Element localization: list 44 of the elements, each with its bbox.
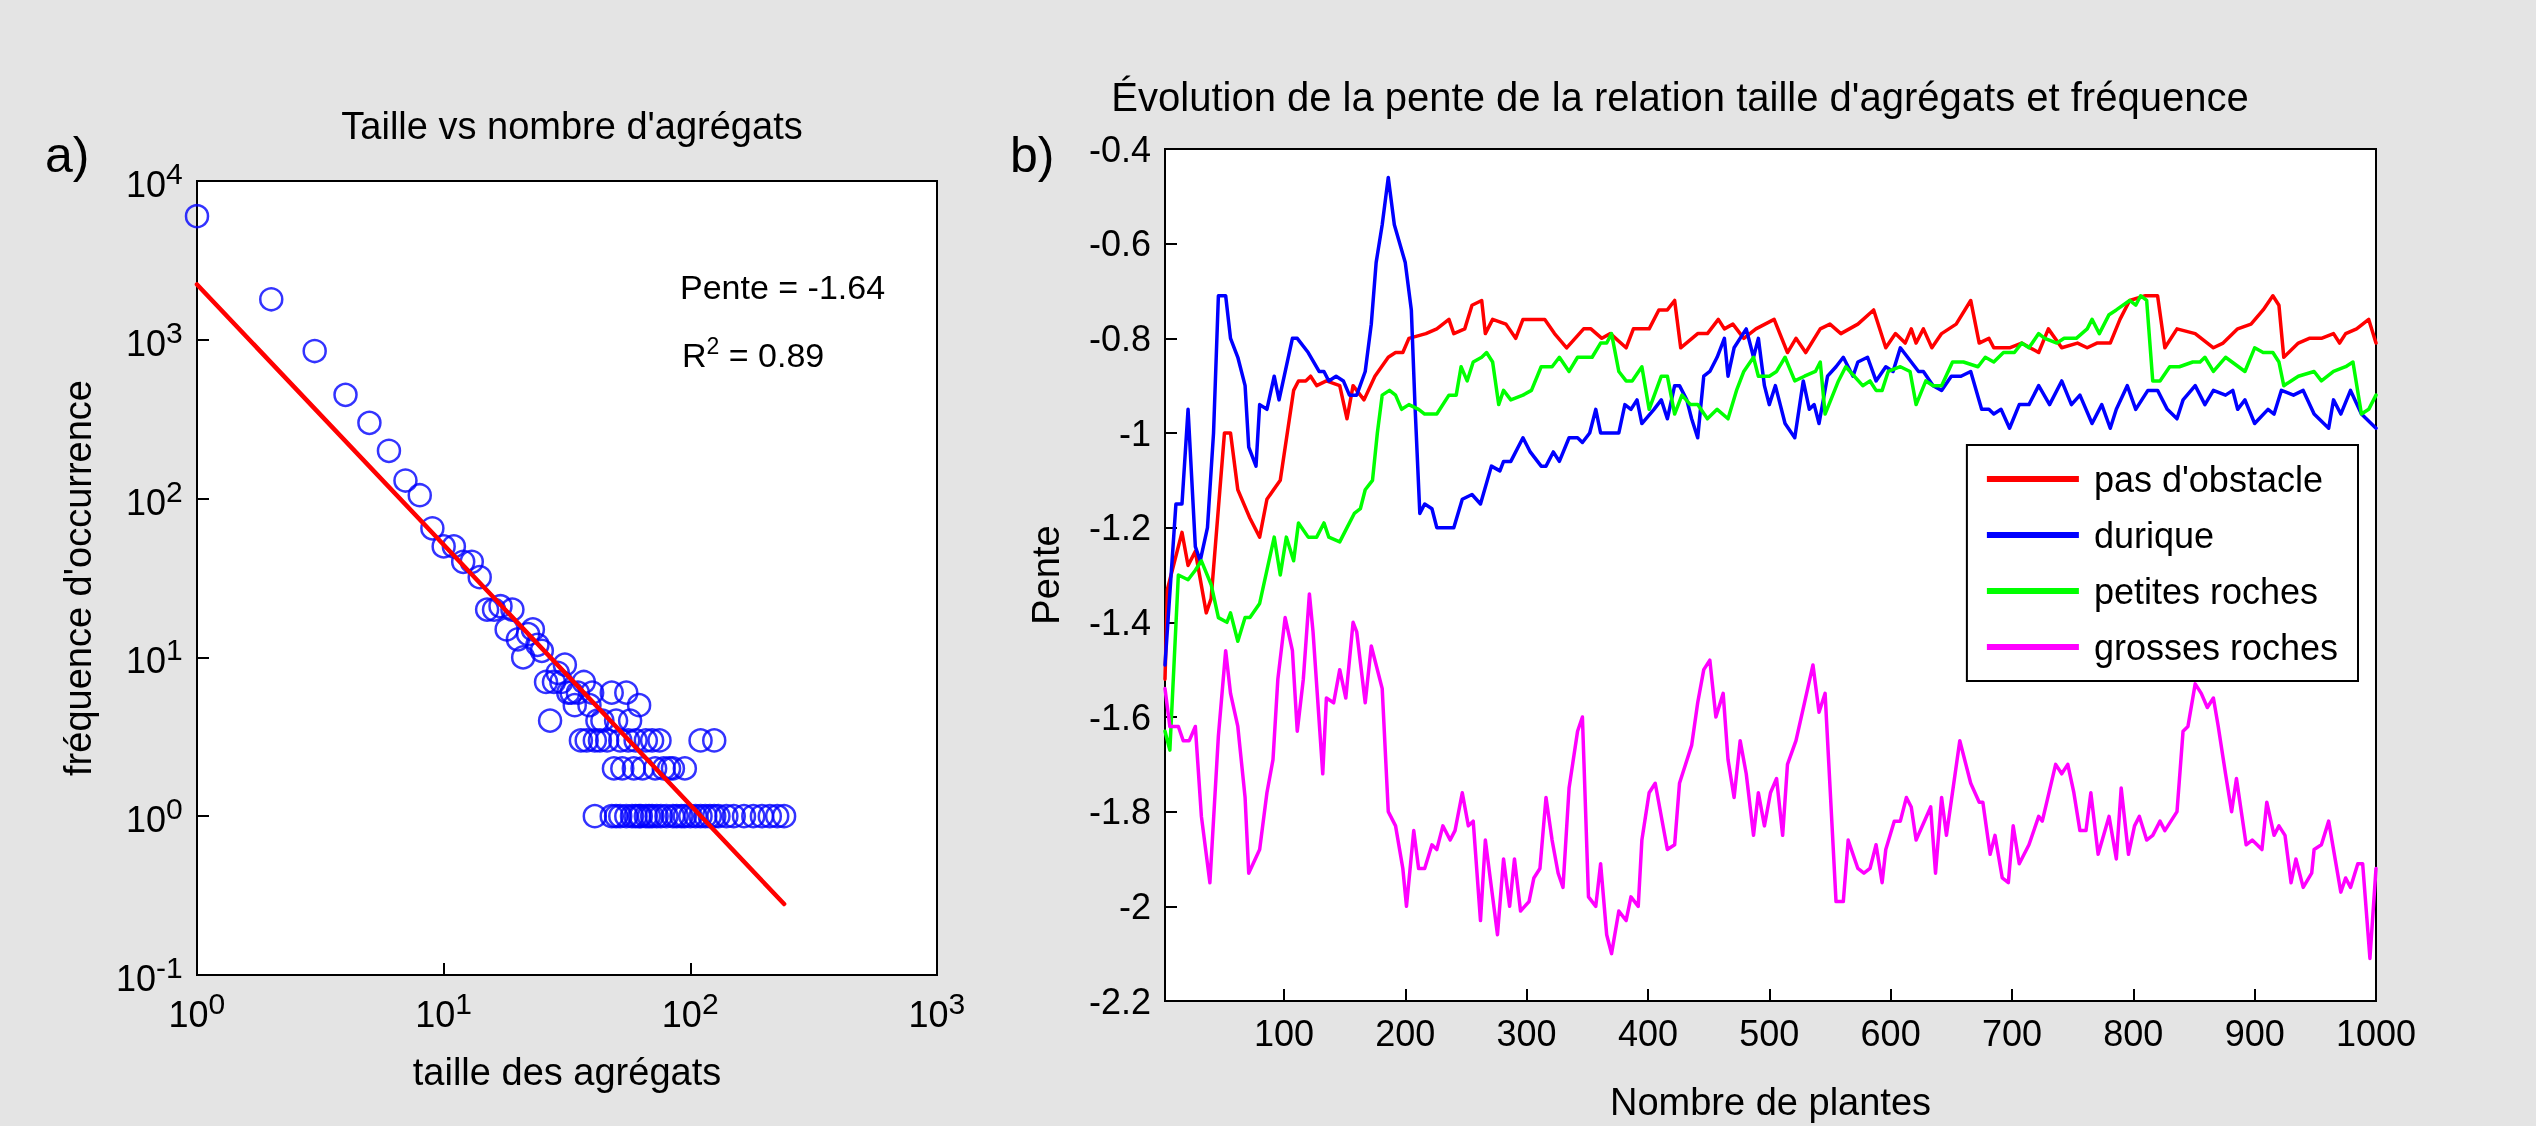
x-tick-label: 400 xyxy=(1617,1012,1678,1054)
x-tick-label: 900 xyxy=(2224,1012,2285,1054)
y-tick-label: -0.6 xyxy=(1088,223,1151,265)
y-tick-label: 10$^{2}$ xyxy=(126,474,183,523)
legend-label: pas d'obstacle xyxy=(2093,458,2323,500)
x-tick-label: 10$^{1}$ xyxy=(415,987,472,1035)
y-tick-label: -0.4 xyxy=(1088,128,1151,170)
y-tick-label: -1.2 xyxy=(1088,507,1151,549)
x-tick-label: 1000 xyxy=(2335,1012,2417,1054)
x-tick-label: 10$^{3}$ xyxy=(908,987,966,1035)
x-tick-label: 100 xyxy=(1253,1012,1314,1054)
y-tick-label: 10$^{3}$ xyxy=(126,315,183,364)
legend-label: grosses roches xyxy=(2093,626,2338,668)
y-tick-label: 10$^{1}$ xyxy=(126,633,183,682)
y-tick-label: -1 xyxy=(1118,412,1151,454)
x-tick-label: 200 xyxy=(1375,1012,1436,1054)
x-tick-label: 600 xyxy=(1860,1012,1921,1054)
legend-label: petites roches xyxy=(2093,570,2319,612)
x-tick-label: 500 xyxy=(1739,1012,1800,1054)
y-tick-label: -2.2 xyxy=(1088,980,1151,1022)
x-axis-title: Nombre de plantes xyxy=(1609,1081,1932,1123)
annotation: Pente = -1.64 xyxy=(680,268,886,306)
x-tick-label: 700 xyxy=(1981,1012,2043,1054)
y-axis-title: Pente xyxy=(1025,525,1067,625)
y-tick-label: -1.6 xyxy=(1088,696,1151,738)
chart-title: Évolution de la pente de la relation taille d'agrégats et fréquence xyxy=(1111,75,2249,119)
y-tick-label: -0.8 xyxy=(1088,317,1151,359)
text: b) xyxy=(1010,127,1055,183)
line-series xyxy=(1163,175,2378,667)
x-tick-label: 300 xyxy=(1496,1012,1557,1054)
y-tick-label: -1.4 xyxy=(1088,601,1151,643)
x-tick-label: 800 xyxy=(2103,1012,2164,1054)
text: a) xyxy=(45,127,90,183)
y-tick-label: 10$^{0}$ xyxy=(126,792,183,841)
line-series xyxy=(1163,293,2378,752)
y-tick-label: 10$^{4}$ xyxy=(126,157,183,205)
legend-label: durique xyxy=(2093,514,2214,556)
y-tick-label: -1.8 xyxy=(1088,791,1151,833)
x-tick-label: 10$^{2}$ xyxy=(661,987,719,1035)
y-axis-title: fréquence d'occurrence xyxy=(57,380,99,776)
chart-title: Taille vs nombre d'agrégats xyxy=(341,105,803,147)
line-series xyxy=(1163,293,2378,681)
x-axis-title: taille des agrégats xyxy=(412,1051,722,1093)
y-tick-label: -2 xyxy=(1118,885,1151,927)
